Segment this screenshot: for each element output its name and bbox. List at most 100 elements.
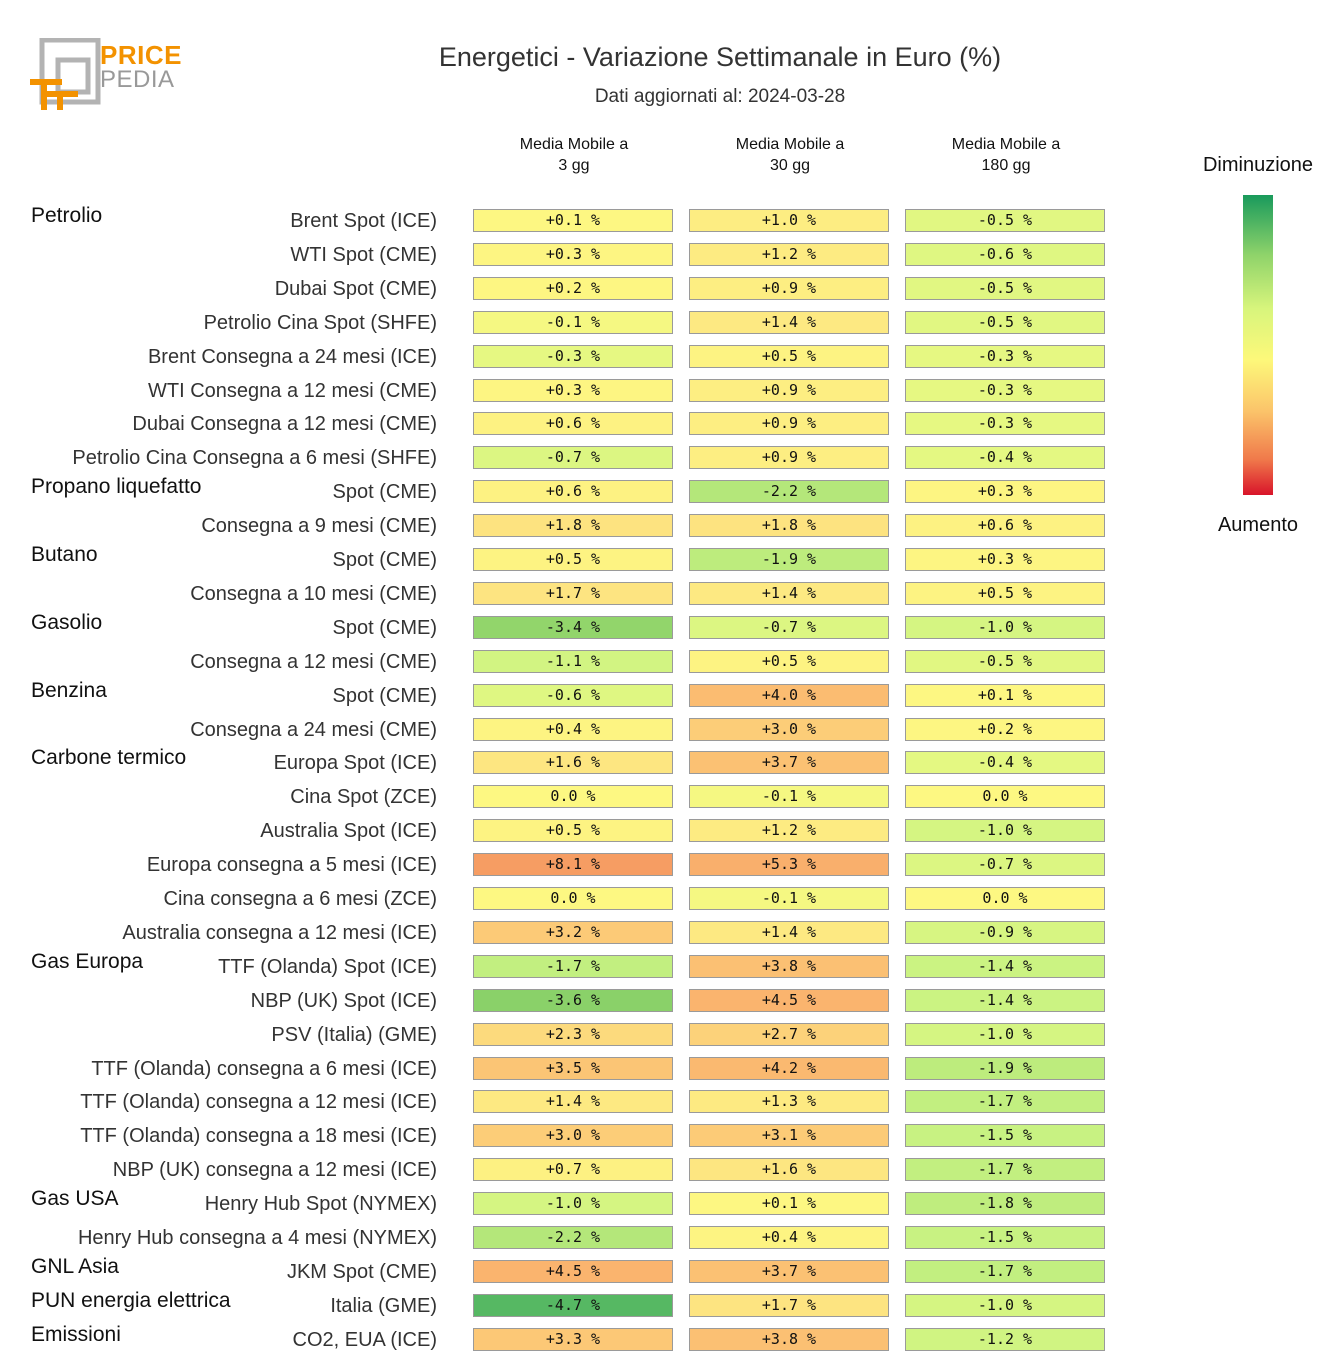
heatmap-cell: -1.7 % bbox=[905, 1158, 1105, 1182]
heatmap-cell: -0.4 % bbox=[905, 751, 1105, 775]
heatmap-cell: +3.8 % bbox=[689, 1327, 889, 1351]
row-label: Dubai Consegna a 12 mesi (CME) bbox=[132, 413, 437, 436]
heatmap-cell: -0.5 % bbox=[905, 649, 1105, 673]
heatmap-cell: -1.2 % bbox=[905, 1327, 1105, 1351]
column-header-line2: 30 gg bbox=[769, 157, 811, 174]
heatmap-cell: +3.3 % bbox=[473, 1327, 673, 1351]
heatmap-cell: +3.2 % bbox=[473, 920, 673, 944]
heatmap-cell: -1.8 % bbox=[905, 1192, 1105, 1216]
chart-subtitle: Dati aggiornati al: 2024-03-28 bbox=[594, 86, 846, 107]
heatmap-cell: -0.3 % bbox=[473, 344, 673, 368]
heatmap-cell: +0.1 % bbox=[689, 1192, 889, 1216]
heatmap-cell: +0.7 % bbox=[473, 1158, 673, 1182]
legend-bottom-label: Aumento bbox=[1217, 514, 1299, 536]
heatmap-cell: +0.9 % bbox=[689, 446, 889, 470]
heatmap-cell: +1.4 % bbox=[689, 581, 889, 605]
heatmap-cell: +0.6 % bbox=[473, 412, 673, 436]
heatmap-cell: +0.1 % bbox=[905, 683, 1105, 707]
row-label: JKM Spot (CME) bbox=[286, 1260, 437, 1283]
heatmap-cell: +0.5 % bbox=[473, 548, 673, 571]
row-label: Consegna a 10 mesi (CME) bbox=[190, 582, 437, 605]
heatmap-cell: +1.7 % bbox=[689, 1293, 889, 1317]
row-label: Australia consegna a 12 mesi (ICE) bbox=[122, 921, 437, 944]
row-label: Spot (CME) bbox=[332, 481, 437, 504]
row-label: Australia Spot (ICE) bbox=[260, 820, 437, 843]
row-label: Spot (CME) bbox=[332, 616, 437, 639]
heatmap-cell: +0.3 % bbox=[905, 480, 1105, 504]
heatmap-cell: +1.4 % bbox=[689, 310, 889, 334]
heatmap-cell: +3.7 % bbox=[689, 751, 889, 775]
heatmap-cell: 0.0 % bbox=[905, 887, 1105, 910]
heatmap-cell: -0.1 % bbox=[689, 785, 889, 809]
column-header-3gg: Media Mobile a 3 gg bbox=[473, 134, 675, 176]
row-label: Dubai Spot (CME) bbox=[274, 277, 437, 300]
heatmap-cell: +1.4 % bbox=[473, 1090, 673, 1114]
row-label: TTF (Olanda) consegna a 6 mesi (ICE) bbox=[91, 1057, 437, 1080]
heatmap-cell: +0.9 % bbox=[689, 276, 889, 300]
heatmap-cell: +0.2 % bbox=[473, 276, 673, 300]
heatmap-cell: -1.4 % bbox=[905, 988, 1105, 1012]
heatmap-cell: +2.7 % bbox=[689, 1022, 889, 1046]
heatmap-cell: +1.6 % bbox=[689, 1158, 889, 1182]
heatmap-cell: -3.6 % bbox=[473, 988, 673, 1012]
row-label: Spot (CME) bbox=[332, 684, 437, 707]
heatmap-cell: +4.5 % bbox=[473, 1259, 673, 1283]
row-label: Consegna a 24 mesi (CME) bbox=[190, 718, 437, 741]
heatmap-cell: -0.9 % bbox=[905, 920, 1105, 944]
group-label: Gas USA bbox=[31, 1187, 119, 1211]
heatmap-cell: -1.0 % bbox=[473, 1192, 673, 1216]
heatmap-cell: -0.5 % bbox=[905, 310, 1105, 334]
heatmap-cell: +0.6 % bbox=[905, 514, 1105, 538]
heatmap-cell: +0.3 % bbox=[473, 378, 673, 402]
heatmap-cell: -1.0 % bbox=[905, 819, 1105, 843]
row-label: Brent Spot (ICE) bbox=[290, 210, 437, 232]
heatmap-cell: -0.1 % bbox=[473, 310, 673, 334]
column-header-line1: Media Mobile a bbox=[735, 136, 845, 153]
heatmap-cell: +8.1 % bbox=[473, 853, 673, 877]
group-label: Propano liquefatto bbox=[31, 475, 202, 499]
heatmap-cell: +5.3 % bbox=[689, 853, 889, 877]
heatmap-cell: 0.0 % bbox=[905, 785, 1105, 809]
heatmap-cell: -2.2 % bbox=[689, 480, 889, 504]
row-label: TTF (Olanda) Spot (ICE) bbox=[218, 955, 437, 978]
heatmap-cell: +0.5 % bbox=[689, 344, 889, 368]
heatmap-cell: +3.8 % bbox=[689, 954, 889, 978]
heatmap-cell: -1.9 % bbox=[689, 548, 889, 571]
heatmap-cell: -1.7 % bbox=[473, 954, 673, 978]
row-label: Cina Spot (ZCE) bbox=[290, 786, 437, 809]
chart-title: Energetici - Variazione Settimanale in E… bbox=[438, 42, 1002, 72]
legend-color-scale bbox=[1243, 195, 1273, 495]
heatmap-cell: -0.6 % bbox=[905, 242, 1105, 266]
heatmap-cell: +4.2 % bbox=[689, 1056, 889, 1080]
heatmap-cell: +0.3 % bbox=[905, 548, 1105, 571]
column-header-30gg: Media Mobile a 30 gg bbox=[689, 134, 891, 176]
heatmap-cell: +3.1 % bbox=[689, 1124, 889, 1148]
heatmap-cell: +0.4 % bbox=[473, 717, 673, 741]
legend-top-label: Diminuzione bbox=[1202, 154, 1314, 176]
logo-text-price: PRICE bbox=[100, 40, 182, 70]
row-label: CO2, EUA (ICE) bbox=[292, 1328, 437, 1351]
heatmap-cell: +2.3 % bbox=[473, 1022, 673, 1046]
heatmap-cell: -1.7 % bbox=[905, 1090, 1105, 1114]
row-label: NBP (UK) consegna a 12 mesi (ICE) bbox=[112, 1159, 437, 1182]
heatmap-cell: -1.0 % bbox=[905, 1022, 1105, 1046]
heatmap-cell: +4.5 % bbox=[689, 988, 889, 1012]
heatmap-cell: +0.5 % bbox=[905, 581, 1105, 605]
row-label: Consegna a 12 mesi (CME) bbox=[190, 650, 437, 673]
heatmap-cell: -0.7 % bbox=[689, 615, 889, 639]
heatmap-cell: +3.0 % bbox=[473, 1124, 673, 1148]
heatmap-cell: -4.7 % bbox=[473, 1293, 673, 1317]
heatmap-cell: +1.2 % bbox=[689, 242, 889, 266]
heatmap-cell: +1.6 % bbox=[473, 751, 673, 775]
logo-mark-icon bbox=[30, 38, 101, 110]
row-label: Petrolio Cina Consegna a 6 mesi (SHFE) bbox=[72, 447, 437, 470]
group-label: Petrolio bbox=[31, 204, 103, 227]
heatmap-cell: -0.5 % bbox=[905, 276, 1105, 300]
heatmap-cell: -0.5 % bbox=[905, 209, 1105, 232]
heatmap-cell: +1.8 % bbox=[689, 514, 889, 538]
row-label: Italia (GME) bbox=[330, 1294, 437, 1317]
heatmap-cell: +0.9 % bbox=[689, 412, 889, 436]
heatmap-cell: +4.0 % bbox=[689, 683, 889, 707]
row-label: TTF (Olanda) consegna a 18 mesi (ICE) bbox=[80, 1125, 437, 1148]
heatmap-cell: +1.4 % bbox=[689, 920, 889, 944]
